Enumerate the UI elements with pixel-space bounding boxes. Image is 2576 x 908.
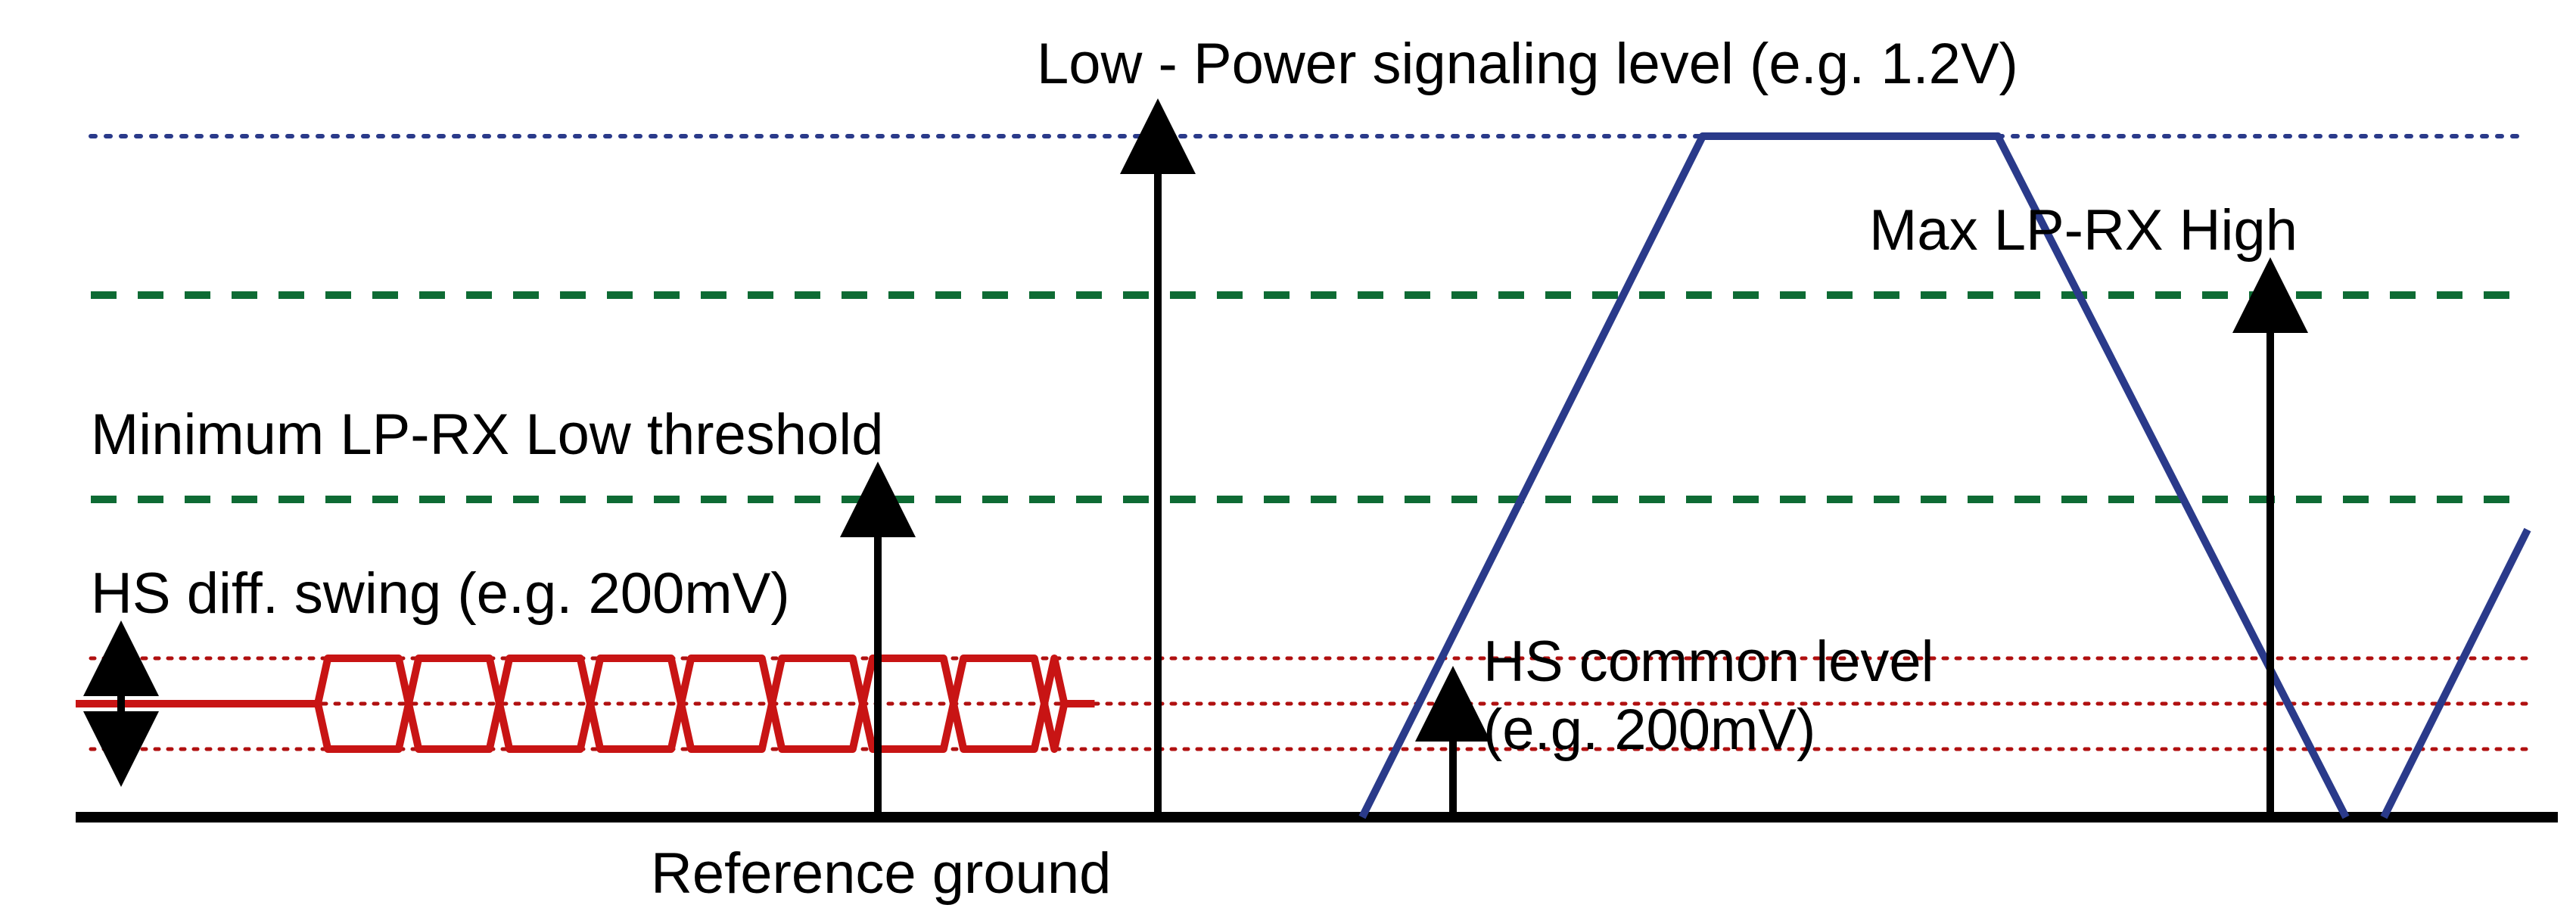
label-lp-high: Low - Power signaling level (e.g. 1.2V): [1037, 32, 2018, 96]
label-max-lp: Max LP-RX High: [1869, 198, 2298, 263]
label-hs-swing: HS diff. swing (e.g. 200mV): [91, 561, 790, 626]
label-min-lp: Minimum LP-RX Low threshold: [91, 403, 884, 467]
label-hs-common-b: (e.g. 200mV): [1483, 698, 1815, 762]
label-hs-common-a: HS common level: [1483, 630, 1934, 694]
lp-pulse-2: [2384, 530, 2528, 817]
label-ground: Reference ground: [651, 841, 1111, 906]
